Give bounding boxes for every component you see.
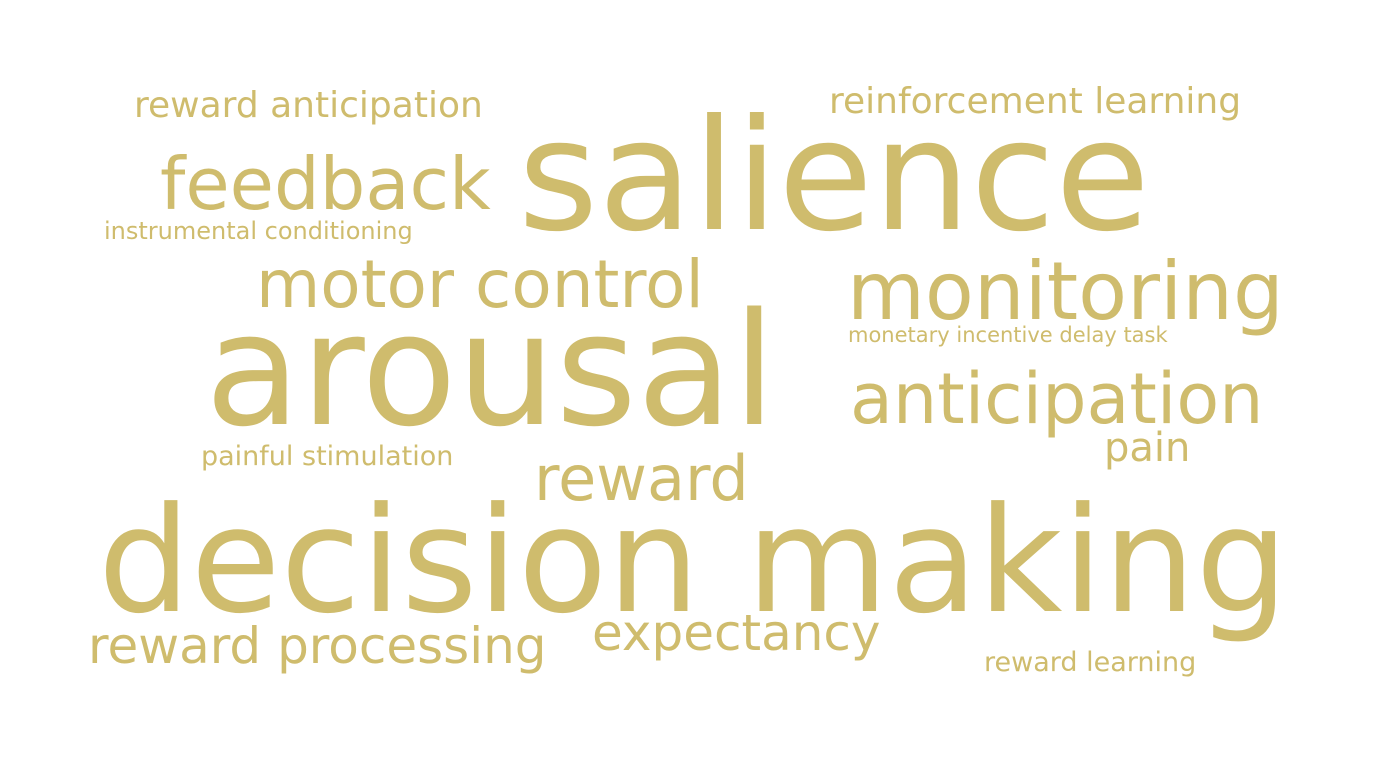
word-monetary-incentive-delay-task: monetary incentive delay task	[848, 323, 1168, 347]
word-pain: pain	[1104, 425, 1191, 471]
word-painful-stimulation: painful stimulation	[201, 441, 454, 472]
word-salience: salience	[518, 87, 1150, 266]
word-anticipation: anticipation	[850, 358, 1264, 440]
word-reward-learning: reward learning	[984, 647, 1197, 678]
word-reward: reward	[534, 442, 749, 515]
word-reward-processing: reward processing	[88, 617, 547, 675]
word-monitoring: monitoring	[847, 245, 1284, 338]
word-motor-control: motor control	[256, 246, 704, 323]
word-reinforcement-learning: reinforcement learning	[829, 81, 1242, 122]
word-decision-making: decision making	[98, 476, 1289, 646]
word-expectancy: expectancy	[592, 604, 881, 662]
word-arousal: arousal	[205, 279, 776, 461]
word-instrumental-conditioning: instrumental conditioning	[104, 217, 413, 245]
word-reward-anticipation: reward anticipation	[134, 85, 483, 126]
word-feedback: feedback	[160, 142, 491, 226]
